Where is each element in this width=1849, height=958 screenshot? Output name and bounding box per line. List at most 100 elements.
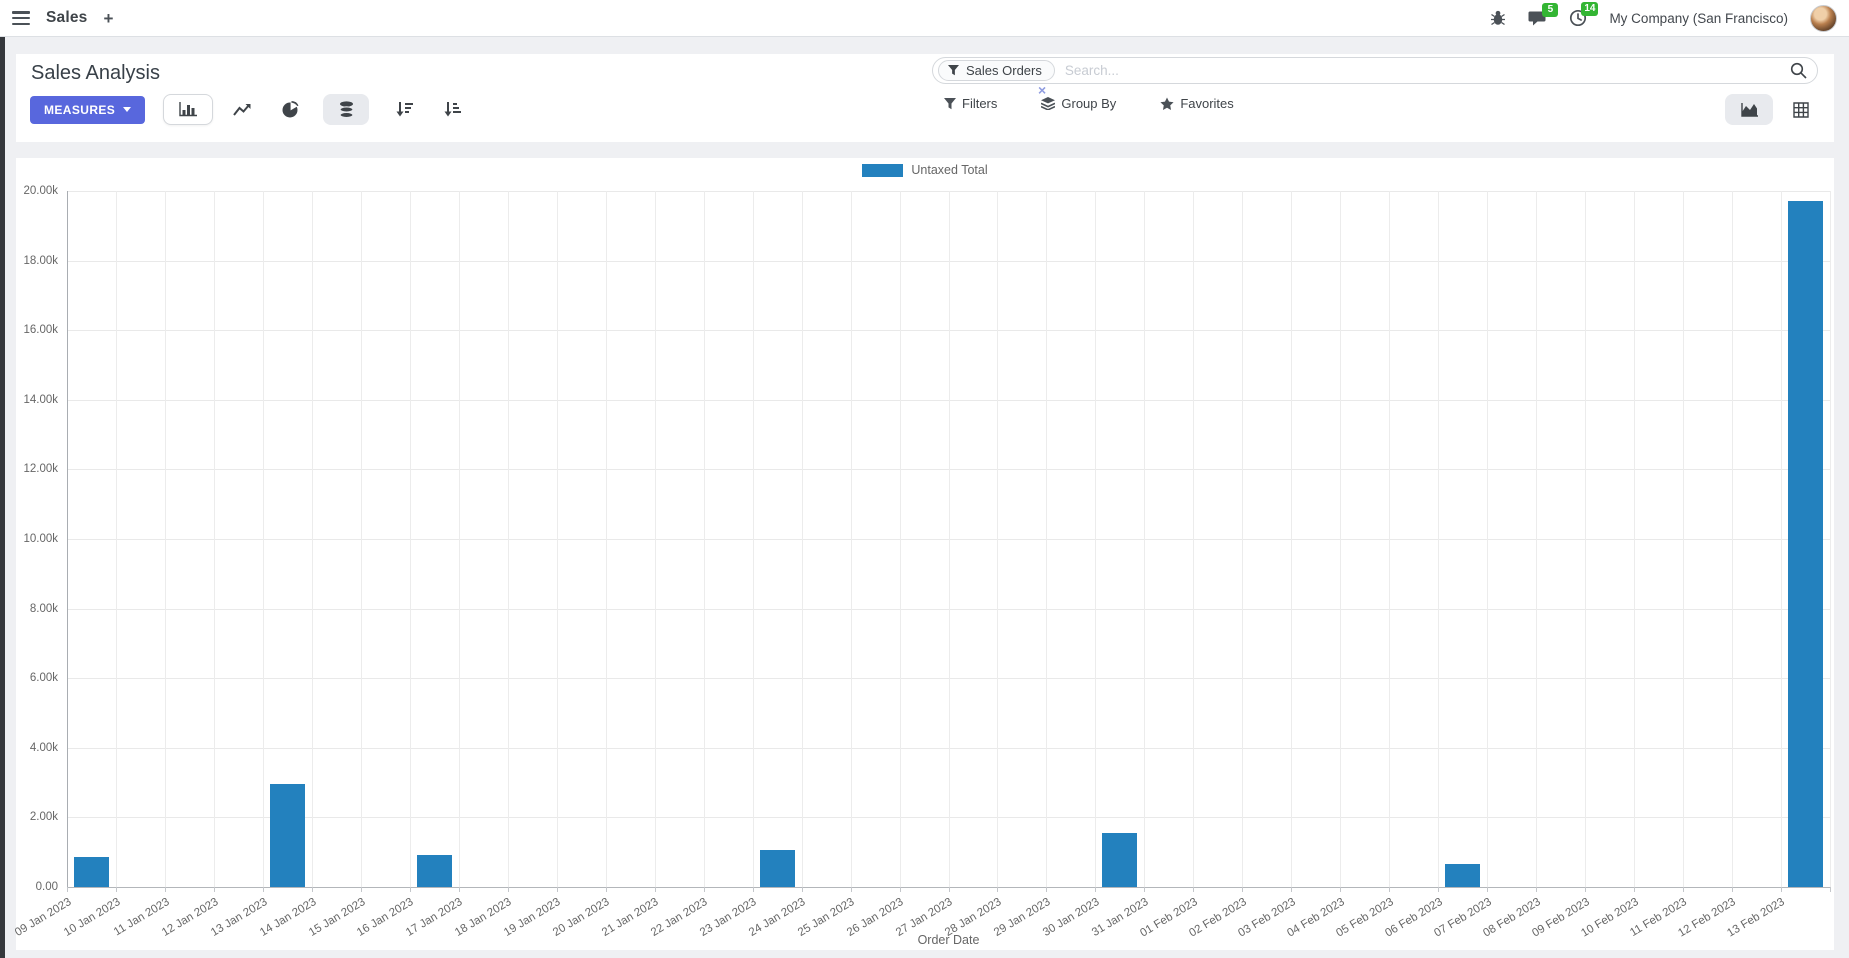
gridline-x bbox=[1585, 191, 1587, 887]
gridline-x bbox=[752, 191, 754, 887]
pie-chart-mode-button[interactable] bbox=[271, 94, 309, 125]
x-tick-label: 21 Jan 2023 bbox=[600, 896, 661, 939]
gridline-x bbox=[115, 191, 117, 887]
x-tick-label: 03 Feb 2023 bbox=[1235, 896, 1298, 940]
x-tick-label: 16 Jan 2023 bbox=[355, 896, 416, 939]
x-tickmark bbox=[850, 887, 852, 892]
x-tick-label: 09 Jan 2023 bbox=[12, 896, 74, 939]
x-tick-label: 23 Jan 2023 bbox=[698, 896, 759, 939]
gridline-x bbox=[1193, 191, 1195, 887]
groupby-menu[interactable]: Group By bbox=[1041, 96, 1116, 111]
activities-badge: 14 bbox=[1581, 2, 1599, 16]
favorites-menu[interactable]: Favorites bbox=[1160, 96, 1234, 111]
x-tickmark bbox=[556, 887, 558, 892]
bar-chart-mode-button[interactable] bbox=[163, 94, 214, 125]
x-tickmark bbox=[1438, 887, 1440, 892]
bar[interactable] bbox=[416, 854, 452, 887]
gridline-x bbox=[703, 191, 705, 887]
facet-remove-icon[interactable]: × bbox=[1038, 82, 1047, 98]
gridline-x bbox=[948, 191, 950, 887]
measures-button[interactable]: MEASURES bbox=[30, 95, 146, 124]
plot-area: 0.00 2.00k 4.00k 6.00k 8.00k 10.00k 12.00k 14.0… bbox=[13, 185, 1831, 940]
x-tickmark bbox=[1585, 887, 1587, 892]
x-tickmark bbox=[1046, 887, 1048, 892]
legend-label: Untaxed Total bbox=[911, 163, 988, 177]
x-tickmark bbox=[654, 887, 656, 892]
x-tick-label: 05 Feb 2023 bbox=[1333, 896, 1396, 940]
graph-view-button[interactable] bbox=[1725, 94, 1773, 125]
gridline-x bbox=[1046, 191, 1048, 887]
x-tickmark bbox=[752, 887, 754, 892]
chevron-down-icon bbox=[123, 107, 132, 112]
x-tickmark bbox=[1389, 887, 1391, 892]
x-tick-label: 10 Jan 2023 bbox=[61, 896, 123, 939]
x-tick-label: 13 Feb 2023 bbox=[1725, 896, 1788, 940]
x-tickmark bbox=[507, 887, 509, 892]
new-tab-button[interactable]: + bbox=[103, 8, 114, 28]
x-tick-label: 22 Jan 2023 bbox=[649, 896, 710, 939]
bar[interactable] bbox=[73, 857, 109, 887]
gridline-x bbox=[458, 191, 460, 887]
sort-ascending-button[interactable] bbox=[433, 94, 471, 125]
messages-badge: 5 bbox=[1542, 2, 1559, 17]
app-name[interactable]: Sales bbox=[46, 9, 88, 26]
y-tick-label: 8.00k bbox=[29, 602, 58, 615]
x-tick-label: 07 Feb 2023 bbox=[1431, 896, 1494, 940]
x-tickmark bbox=[1830, 887, 1831, 892]
bar[interactable] bbox=[759, 849, 795, 887]
pivot-view-icon bbox=[1793, 101, 1809, 118]
sort-descending-button[interactable] bbox=[385, 94, 423, 125]
x-tickmark bbox=[262, 887, 264, 892]
x-tickmark bbox=[1683, 887, 1685, 892]
apps-menu-icon[interactable] bbox=[12, 11, 30, 25]
x-tickmark bbox=[1781, 887, 1783, 892]
gridline-x bbox=[1683, 191, 1685, 887]
x-tick-label: 30 Jan 2023 bbox=[1041, 896, 1102, 939]
breadcrumb-title: Sales Analysis bbox=[31, 62, 160, 84]
gridline-x bbox=[605, 191, 607, 887]
x-tick-label: 27 Jan 2023 bbox=[894, 896, 955, 939]
y-tick-label: 0.00 bbox=[35, 881, 58, 893]
pivot-view-button[interactable] bbox=[1781, 94, 1821, 125]
x-tickmark bbox=[1536, 887, 1538, 892]
x-tickmark bbox=[311, 887, 313, 892]
messages-icon[interactable]: 5 bbox=[1528, 2, 1559, 27]
gridline-x bbox=[801, 191, 803, 887]
stacked-toggle-button[interactable] bbox=[323, 94, 370, 125]
line-chart-mode-button[interactable] bbox=[223, 94, 261, 125]
gridline-x bbox=[556, 191, 558, 887]
x-tick-label: 29 Jan 2023 bbox=[992, 896, 1053, 939]
x-tick-label: 11 Feb 2023 bbox=[1628, 896, 1690, 940]
debug-bug-icon[interactable] bbox=[1490, 10, 1506, 26]
filters-menu[interactable]: Filters bbox=[944, 96, 997, 111]
chart-legend[interactable]: Untaxed Total bbox=[16, 163, 1834, 177]
gridline-x bbox=[850, 191, 852, 887]
y-tick-label: 6.00k bbox=[29, 672, 58, 685]
search-bar[interactable]: Sales Orders Search... bbox=[932, 57, 1818, 84]
x-tick-label: 10 Feb 2023 bbox=[1578, 896, 1641, 940]
bar[interactable] bbox=[269, 784, 305, 887]
x-tickmark bbox=[458, 887, 460, 892]
x-tickmark bbox=[1340, 887, 1342, 892]
company-switcher[interactable]: My Company (San Francisco) bbox=[1609, 10, 1788, 26]
star-icon bbox=[1160, 96, 1174, 110]
y-tick-label: 16.00k bbox=[23, 324, 58, 337]
bar[interactable] bbox=[1788, 201, 1823, 887]
user-avatar[interactable] bbox=[1810, 4, 1837, 32]
x-tick-label: 06 Feb 2023 bbox=[1382, 896, 1445, 940]
control-panel: Sales Analysis MEASURES bbox=[16, 54, 1834, 142]
bar[interactable] bbox=[1445, 864, 1481, 887]
bar-chart-icon bbox=[179, 102, 198, 117]
bar[interactable] bbox=[1102, 833, 1138, 887]
search-facet-sales-orders[interactable]: Sales Orders bbox=[938, 60, 1055, 81]
activities-clock-icon[interactable]: 14 bbox=[1569, 2, 1599, 27]
x-tick-label: 12 Jan 2023 bbox=[159, 896, 221, 939]
gridline-x bbox=[1781, 191, 1783, 887]
x-tickmark bbox=[1193, 887, 1195, 892]
x-tick-label: 09 Feb 2023 bbox=[1529, 896, 1592, 940]
x-tick-label: 31 Jan 2023 bbox=[1090, 896, 1151, 939]
search-input[interactable]: Search... bbox=[1064, 63, 1119, 78]
search-icon[interactable] bbox=[1790, 62, 1807, 79]
x-tickmark bbox=[409, 887, 411, 892]
gridline-x bbox=[1634, 191, 1636, 887]
